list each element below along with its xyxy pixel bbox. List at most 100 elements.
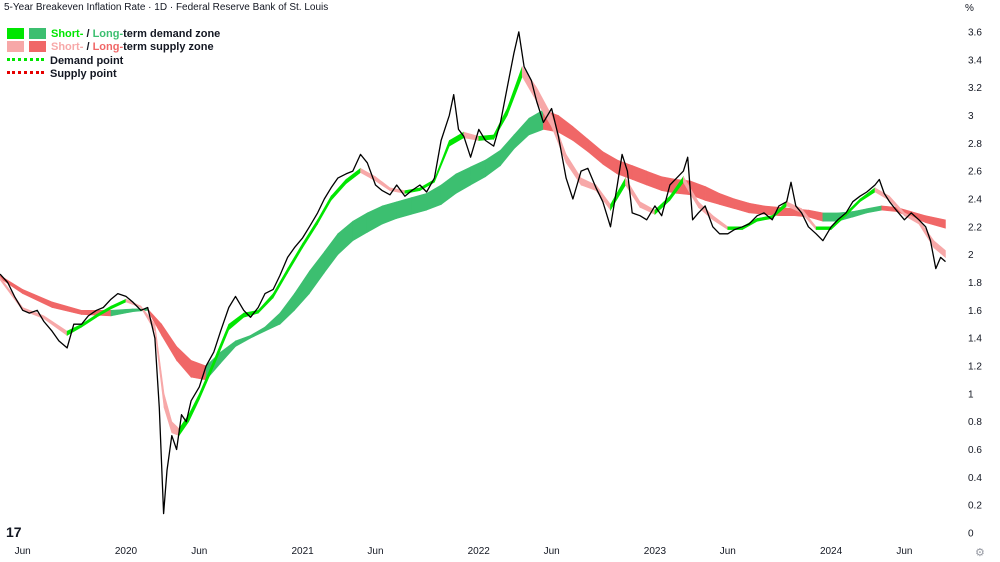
x-axis-tick-label: Jun <box>15 546 31 557</box>
legend-item-supply-zone: Short- / Long-term supply zone <box>7 41 220 54</box>
x-axis-tick-label: 2024 <box>820 546 843 557</box>
long-term-zone-segment <box>822 212 839 222</box>
chart-title: 5-Year Breakeven Inflation Rate · 1D · F… <box>4 2 329 13</box>
short-term-zone-segment <box>66 323 82 336</box>
long-term-zone-segment <box>110 308 134 317</box>
short-term-zone-segment <box>580 177 597 192</box>
short-term-zone-segment <box>228 312 245 331</box>
legend-separator: / <box>83 41 93 54</box>
gear-icon[interactable]: ⚙ <box>975 547 985 559</box>
x-axis-tick-label: Jun <box>191 546 207 557</box>
y-axis-tick-label: 3 <box>968 111 974 122</box>
long-term-zone-segment <box>866 205 883 214</box>
y-axis-tick-label: 1.4 <box>968 334 982 345</box>
legend-rest-label: term supply zone <box>123 41 214 54</box>
x-axis-tick-label: 2023 <box>644 546 667 557</box>
y-axis-tick-label: 0.6 <box>968 445 982 456</box>
long-term-zone-segment <box>440 173 457 206</box>
y-axis-tick-label: 0.8 <box>968 417 982 428</box>
long-term-zone-segment <box>250 326 266 339</box>
y-axis-tick-label: 0.2 <box>968 501 982 512</box>
long-term-zone-segment <box>470 159 486 186</box>
long-term-zone-segment <box>852 208 868 218</box>
long-term-zone-segment <box>734 198 750 214</box>
y-axis-tick-label: 3.2 <box>968 83 982 94</box>
legend-label: Supply point <box>50 67 117 80</box>
long-term-zone-segment <box>631 165 648 186</box>
long-term-zone-segment <box>646 170 662 192</box>
x-axis-tick-label: 2022 <box>468 546 491 557</box>
legend: Short- / Long-term demand zone Short- / … <box>7 28 220 81</box>
y-axis-tick-label: 2.2 <box>968 222 982 233</box>
legend-swatch-long-demand <box>29 28 46 39</box>
short-term-zone-segment <box>171 420 180 437</box>
x-axis-tick-label: Jun <box>896 546 912 557</box>
tradingview-logo[interactable]: 17 <box>6 524 22 540</box>
long-term-zone-segment <box>485 149 501 178</box>
long-term-zone-segment <box>587 138 604 165</box>
short-term-zone-segment <box>625 177 641 209</box>
legend-item-supply-point: Supply point <box>7 68 220 81</box>
short-term-zone-segment <box>188 393 200 422</box>
y-axis-tick-label: 1 <box>968 389 974 400</box>
long-term-zone-segment <box>176 345 192 378</box>
price-line <box>0 31 946 515</box>
long-term-zone-segment <box>558 114 574 142</box>
y-axis-tick-label: 2 <box>968 250 974 261</box>
long-term-zone-segment <box>161 323 177 362</box>
legend-short-label: Short- <box>51 41 84 54</box>
y-axis-tick-label: 3.4 <box>968 55 982 66</box>
short-term-zone-segment <box>521 65 537 103</box>
x-axis-tick-label: Jun <box>720 546 736 557</box>
legend-swatch-long-supply <box>29 41 46 53</box>
legend-dots-demand <box>7 57 44 61</box>
long-term-zone-segment <box>411 192 427 215</box>
long-term-zone-segment <box>719 192 735 210</box>
y-axis-tick-label: 2.8 <box>968 139 982 150</box>
legend-long-label: Long- <box>92 41 124 54</box>
long-term-zone-segment <box>455 166 471 194</box>
y-axis-tick-label: 0.4 <box>968 473 982 484</box>
x-axis-tick-label: 2021 <box>291 546 314 557</box>
long-term-zone-segment <box>748 202 765 215</box>
x-axis-tick-label: 2020 <box>115 546 138 557</box>
y-axis-tick-label: 3.6 <box>968 27 982 38</box>
long-term-zone-segment <box>572 125 589 153</box>
short-term-zone-segment <box>434 140 450 183</box>
long-term-zone-segment <box>602 151 618 175</box>
y-axis-tick-label: 2.4 <box>968 194 982 205</box>
long-term-zone-segment <box>337 220 354 256</box>
short-term-zone-segment <box>639 201 656 215</box>
long-term-zone-segment <box>352 212 368 242</box>
long-term-zone-segment <box>513 117 530 150</box>
long-term-zone-segment <box>279 292 295 325</box>
legend-short-label: Short- <box>51 28 84 40</box>
long-term-zone-segment <box>381 201 398 225</box>
long-term-zone-segment <box>324 232 339 274</box>
long-term-zone-segment <box>925 215 946 229</box>
y-axis-tick-label: 2.6 <box>968 167 982 178</box>
short-term-zone-segment <box>110 298 127 310</box>
long-term-zone-segment <box>309 250 325 295</box>
short-term-zone-segment <box>815 226 832 230</box>
legend-item-demand-zone: Short- / Long-term demand zone <box>7 28 220 41</box>
short-term-zone-segment <box>163 393 173 433</box>
long-term-zone-segment <box>704 185 720 205</box>
legend-separator: / <box>83 28 93 40</box>
long-term-zone-segment <box>235 334 251 348</box>
long-term-zone-segment <box>294 270 310 312</box>
legend-item-demand-point: Demand point <box>7 55 220 68</box>
axis-unit-label: % <box>965 3 974 14</box>
short-term-zone-segment <box>933 240 946 259</box>
long-term-zone-segment <box>190 360 207 381</box>
long-term-zone-segment <box>51 301 82 315</box>
short-term-zone-segment <box>478 134 495 141</box>
legend-swatch-short-supply <box>7 41 24 53</box>
short-term-zone-segment <box>595 184 611 212</box>
short-term-zone-segment <box>712 215 729 231</box>
short-term-zone-segment <box>330 178 347 202</box>
long-term-zone-segment <box>264 312 281 332</box>
y-axis-tick-label: 1.8 <box>968 278 982 289</box>
long-term-zone-segment <box>22 288 53 309</box>
